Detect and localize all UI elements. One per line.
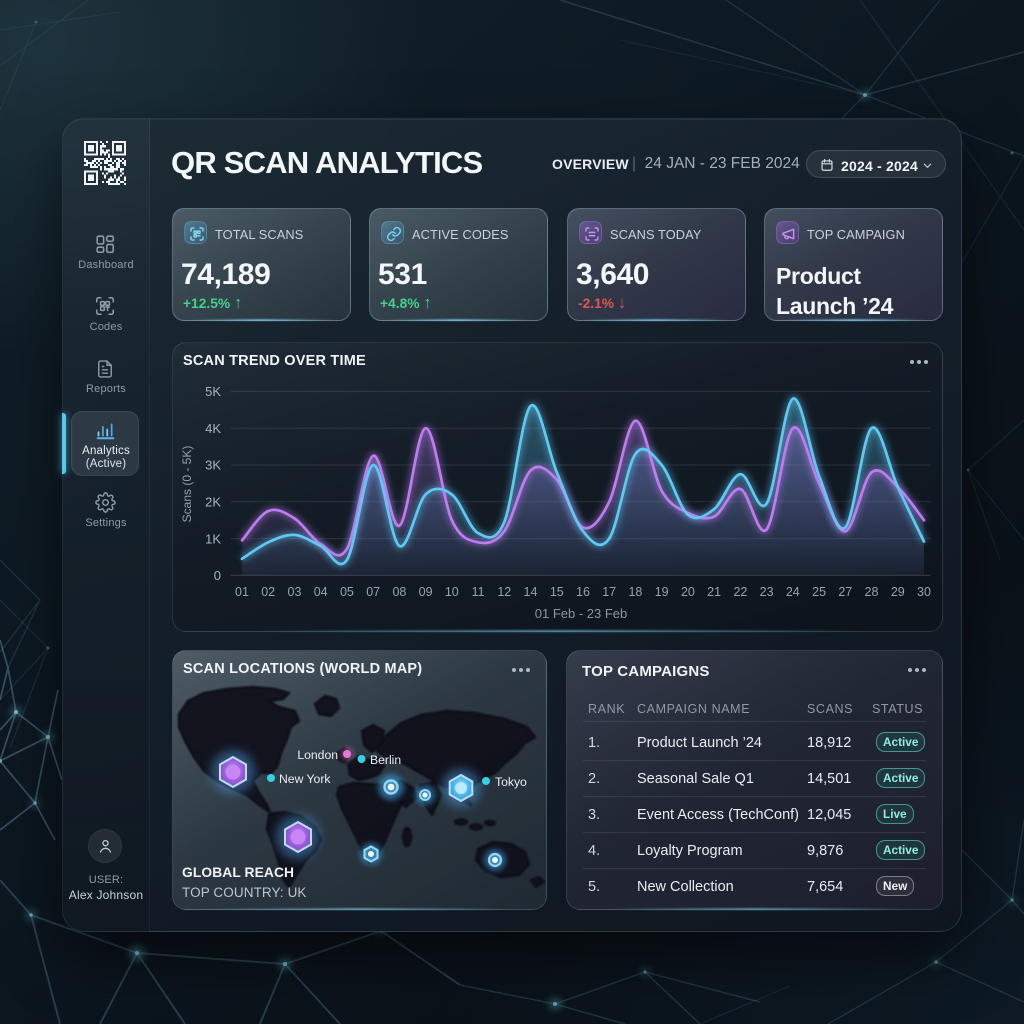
svg-text:28: 28 [865,585,879,599]
svg-text:24: 24 [786,585,800,599]
svg-text:Scans (0 - 5K): Scans (0 - 5K) [180,446,194,523]
svg-text:09: 09 [419,585,433,599]
svg-text:2K: 2K [205,495,221,510]
svg-text:Tokyo: Tokyo [495,775,527,789]
svg-text:New York: New York [279,772,331,786]
svg-text:30: 30 [917,585,931,599]
svg-text:14: 14 [524,585,538,599]
svg-text:18: 18 [628,585,642,599]
svg-text:22: 22 [733,585,747,599]
svg-text:London: London [297,748,338,762]
svg-text:4K: 4K [205,421,221,436]
svg-text:19: 19 [655,585,669,599]
svg-text:3K: 3K [205,458,221,473]
svg-text:04: 04 [314,585,328,599]
svg-text:02: 02 [261,585,275,599]
svg-text:11: 11 [472,585,485,599]
svg-text:08: 08 [392,585,406,599]
svg-text:15: 15 [550,585,564,599]
svg-text:10: 10 [445,585,459,599]
svg-text:01 Feb - 23 Feb: 01 Feb - 23 Feb [535,606,628,621]
svg-text:01: 01 [235,585,249,599]
svg-text:5K: 5K [205,384,221,399]
svg-text:20: 20 [681,585,695,599]
svg-text:12: 12 [497,585,511,599]
svg-text:07: 07 [366,585,380,599]
svg-text:29: 29 [891,585,905,599]
svg-text:23: 23 [760,585,774,599]
svg-text:21: 21 [707,585,721,599]
svg-text:Berlin: Berlin [370,753,401,767]
svg-text:25: 25 [812,585,826,599]
svg-text:05: 05 [340,585,354,599]
svg-text:16: 16 [576,585,590,599]
svg-text:1K: 1K [205,532,221,547]
svg-text:03: 03 [288,585,302,599]
svg-text:0: 0 [214,568,221,583]
svg-text:17: 17 [602,585,616,599]
svg-text:27: 27 [838,585,852,599]
